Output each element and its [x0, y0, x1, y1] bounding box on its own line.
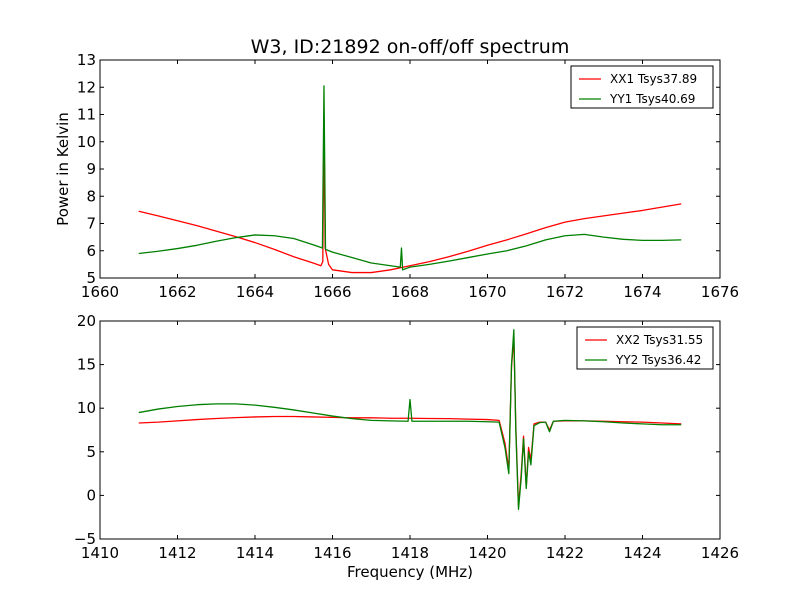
- y-tick-label: 7: [86, 215, 96, 233]
- x-tick-label: 1414: [236, 544, 274, 562]
- series-line-0-0: [138, 116, 682, 274]
- x-tick-label: 1424: [623, 544, 661, 562]
- x-tick-label: 1674: [623, 283, 661, 301]
- legend: XX1 Tsys37.89 YY1 Tsys40.69: [570, 65, 714, 109]
- y-tick-label: 6: [86, 242, 96, 260]
- y-tick-label: 5: [86, 443, 96, 461]
- legend-box: [576, 326, 714, 370]
- x-tick-label: 1420: [468, 544, 506, 562]
- x-tick-label: 1426: [701, 544, 739, 562]
- y-axis-label: Power in Kelvin: [54, 112, 72, 226]
- y-tick-label: 10: [77, 133, 96, 151]
- y-tick-label: 11: [77, 106, 96, 124]
- legend-label: XX1 Tsys37.89: [610, 72, 697, 86]
- series-line-0-1: [138, 85, 682, 271]
- x-tick-label: 1660: [81, 283, 119, 301]
- x-axis-label: Frequency (MHz): [347, 563, 473, 581]
- legend-label: YY1 Tsys40.69: [609, 92, 695, 106]
- y-tick-label: 15: [77, 356, 96, 374]
- x-tick-label: 1672: [546, 283, 584, 301]
- y-tick-label: 10: [77, 399, 96, 417]
- x-tick-label: 1670: [468, 283, 506, 301]
- top-plot: 1660 1662 1664 1666 1668 1670 1672 1674 1676 5 6 7 8…: [54, 51, 739, 301]
- legend-box: [570, 65, 714, 109]
- legend: XX2 Tsys31.55 YY2 Tsys36.42: [576, 326, 714, 370]
- y-tick-label: 12: [77, 78, 96, 96]
- x-tick-label: 1412: [158, 544, 196, 562]
- x-tick-label: 1666: [313, 283, 351, 301]
- legend-label: YY2 Tsys36.42: [615, 353, 701, 367]
- figure-title: W3, ID:21892 on-off/off spectrum: [251, 36, 570, 58]
- x-tick-label: 1422: [546, 544, 584, 562]
- series-line-1-1: [138, 329, 682, 510]
- y-tick-label: −5: [74, 530, 96, 548]
- x-tick-label: 1664: [236, 283, 274, 301]
- x-tick-label: 1418: [391, 544, 429, 562]
- x-tick-label: 1676: [701, 283, 739, 301]
- y-tick-label: 9: [86, 160, 96, 178]
- y-tick-label: 0: [86, 486, 96, 504]
- legend-label: XX2 Tsys31.55: [616, 333, 703, 347]
- x-tick-label: 1410: [81, 544, 119, 562]
- y-tick-label: 8: [86, 187, 96, 205]
- y-tick-label: 13: [77, 51, 96, 69]
- y-tick-label: 5: [86, 269, 96, 287]
- x-tick-label: 1662: [158, 283, 196, 301]
- bottom-plot: 1410 1412 1414 1416 1418 1420 1422 1424 1426 −5 0 5…: [74, 312, 739, 581]
- x-tick-label: 1668: [391, 283, 429, 301]
- x-tick-label: 1416: [313, 544, 351, 562]
- y-tick-label: 20: [77, 312, 96, 330]
